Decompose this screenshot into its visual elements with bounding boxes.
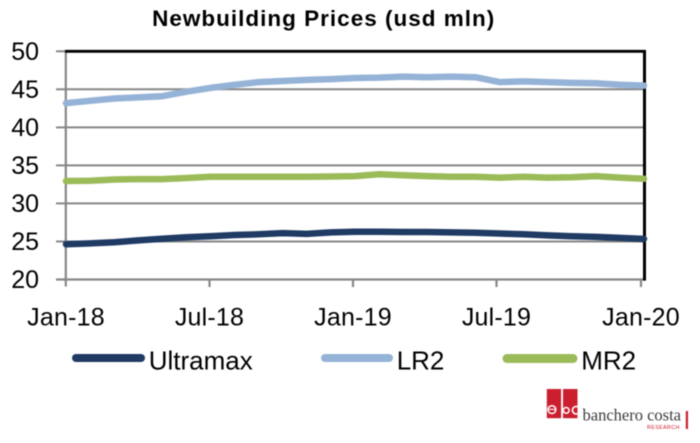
svg-text:Ultramax: Ultramax — [149, 345, 253, 375]
svg-text:40: 40 — [11, 114, 39, 142]
svg-text:45: 45 — [11, 76, 39, 104]
svg-text:banchero costa: banchero costa — [583, 405, 682, 424]
svg-text:RESEARCH: RESEARCH — [647, 425, 680, 431]
svg-text:35: 35 — [11, 152, 39, 180]
svg-text:Jul-18: Jul-18 — [175, 304, 244, 332]
svg-text:Jan-19: Jan-19 — [314, 304, 392, 332]
svg-text:30: 30 — [11, 190, 39, 218]
svg-text:Jan-20: Jan-20 — [602, 304, 680, 332]
svg-text:LR2: LR2 — [397, 345, 445, 375]
svg-text:50: 50 — [11, 38, 39, 66]
svg-text:20: 20 — [11, 266, 39, 294]
svg-text:Jul-19: Jul-19 — [462, 304, 531, 332]
svg-text:Jan-18: Jan-18 — [27, 304, 105, 332]
svg-text:25: 25 — [11, 228, 39, 256]
svg-text:Newbuilding Prices (usd mln): Newbuilding Prices (usd mln) — [152, 6, 495, 31]
svg-text:MR2: MR2 — [581, 345, 636, 375]
